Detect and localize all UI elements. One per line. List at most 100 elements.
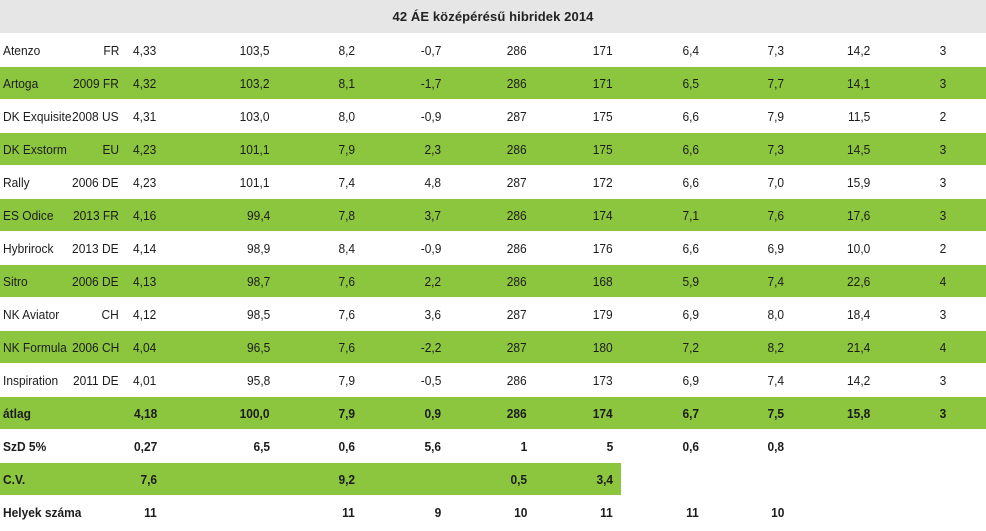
value-cell: 175 <box>593 108 613 124</box>
origin: 2013 FR <box>73 207 119 223</box>
value-cell: 10 <box>513 504 527 520</box>
value-cell: 7,9 <box>338 405 355 421</box>
value-cell: 0,5 <box>510 471 527 487</box>
origin: 2006 CH <box>71 339 119 355</box>
value-cell: 101,1 <box>240 141 270 157</box>
origin: 2013 DE <box>72 240 119 256</box>
value-cell: 14,2 <box>846 42 870 58</box>
value-cell: 101,1 <box>240 174 270 190</box>
value-cell: 3 <box>939 174 946 190</box>
value-cell: 6,9 <box>682 306 699 322</box>
value-cell: 176 <box>593 240 613 256</box>
value-cell: 7,6 <box>140 471 157 487</box>
summary-row: SzD 5% 0,27 6,5 0,6 5,6 1 5 0,6 0,8 <box>0 430 986 463</box>
summary-label: Helyek száma <box>3 504 82 520</box>
origin: 2009 FR <box>73 75 119 91</box>
value-cell: 6,9 <box>682 372 699 388</box>
value-cell: 287 <box>507 339 527 355</box>
table-row: Hybrirock 2013 DE 4,14 98,9 8,4 -0,9 286 176 6,6… <box>0 232 986 265</box>
value-cell: 99,4 <box>246 207 270 223</box>
value-cell: 7,9 <box>338 372 355 388</box>
origin: 2006 DE <box>72 174 119 190</box>
table-row: DK Exstorm EU 4,23 101,1 7,9 2,3 286 175 6,6 7,3 1… <box>0 133 986 166</box>
value-cell: 4,23 <box>132 174 156 190</box>
value-cell: 11 <box>144 504 157 520</box>
value-cell: 168 <box>593 273 613 289</box>
summary-row: átlag 4,18 100,0 7,9 0,9 286 174 6,7 7,5 15,8 3 <box>0 397 986 430</box>
value-cell: 0,9 <box>424 405 441 421</box>
value-cell: 3 <box>939 306 946 322</box>
value-cell: 175 <box>593 141 613 157</box>
value-cell: 3,7 <box>424 207 441 223</box>
value-cell: 4,23 <box>132 141 156 157</box>
value-cell: 7,9 <box>338 141 355 157</box>
value-cell: 4,12 <box>132 306 156 322</box>
value-cell: 7,3 <box>767 141 784 157</box>
table-row: ES Odice 2013 FR 4,16 99,4 7,8 3,7 286 174 7,1 7,… <box>0 199 986 232</box>
value-cell: 1 <box>520 438 527 454</box>
value-cell: 7,8 <box>338 207 355 223</box>
value-cell: 4,33 <box>132 42 156 58</box>
value-cell: 4,16 <box>132 207 156 223</box>
highlight-band <box>0 463 621 495</box>
value-cell: 287 <box>507 306 527 322</box>
value-cell: 2 <box>939 240 946 256</box>
value-cell: 4,01 <box>132 372 156 388</box>
value-cell: 172 <box>593 174 613 190</box>
value-cell: 4 <box>939 273 946 289</box>
value-cell: 10 <box>770 504 784 520</box>
value-cell: 9,2 <box>338 471 355 487</box>
summary-label: átlag <box>3 405 31 421</box>
value-cell: 4 <box>939 339 946 355</box>
value-cell: 3 <box>939 405 946 421</box>
value-cell: -0,5 <box>420 372 441 388</box>
value-cell: 7,4 <box>338 174 355 190</box>
origin: 2008 US <box>72 108 119 124</box>
value-cell: 14,1 <box>846 75 870 91</box>
value-cell: -0,9 <box>420 108 441 124</box>
table-row: Inspiration 2011 DE 4,01 95,8 7,9 -0,5 286 173 6… <box>0 364 986 397</box>
hybrid-name: Rally <box>3 174 30 190</box>
value-cell: 179 <box>593 306 613 322</box>
value-cell: 0,8 <box>767 438 784 454</box>
value-cell: 15,8 <box>846 405 870 421</box>
value-cell: 6,6 <box>682 240 699 256</box>
hybrid-name: Hybrirock <box>3 240 54 256</box>
value-cell: 7,5 <box>767 405 784 421</box>
value-cell: 21,4 <box>846 339 870 355</box>
value-cell: 4,04 <box>132 339 156 355</box>
value-cell: 14,5 <box>846 141 870 157</box>
value-cell: 8,2 <box>338 42 355 58</box>
value-cell: 287 <box>507 174 527 190</box>
value-cell: 6,6 <box>682 174 699 190</box>
value-cell: 171 <box>593 75 613 91</box>
value-cell: 286 <box>507 207 527 223</box>
table-row: Artoga 2009 FR 4,32 103,2 8,1 -1,7 286 171 6,5 7,… <box>0 67 986 100</box>
value-cell: 2 <box>939 108 946 124</box>
table-row: Rally 2006 DE 4,23 101,1 7,4 4,8 287 172 6,6 7,0 1… <box>0 166 986 199</box>
value-cell: 174 <box>593 405 613 421</box>
value-cell: 6,7 <box>682 405 699 421</box>
value-cell: 286 <box>507 141 527 157</box>
value-cell: 286 <box>507 75 527 91</box>
summary-label: C.V. <box>3 471 26 487</box>
value-cell: 171 <box>593 42 613 58</box>
hybrid-name: Inspiration <box>3 372 59 388</box>
value-cell: 10,0 <box>846 240 870 256</box>
origin: EU <box>102 141 119 157</box>
value-cell: -1,7 <box>420 75 441 91</box>
value-cell: 3 <box>939 141 946 157</box>
value-cell: 173 <box>593 372 613 388</box>
value-cell: 103,2 <box>240 75 270 91</box>
value-cell: 4,8 <box>424 174 441 190</box>
value-cell: 5 <box>606 438 613 454</box>
value-cell: 286 <box>507 372 527 388</box>
hybrid-name: NK Formula <box>3 339 67 355</box>
value-cell: 98,5 <box>246 306 270 322</box>
value-cell: 3 <box>939 372 946 388</box>
value-cell: 11 <box>342 504 355 520</box>
value-cell: 7,2 <box>682 339 699 355</box>
value-cell: 3 <box>939 207 946 223</box>
value-cell: 287 <box>507 108 527 124</box>
value-cell: -0,9 <box>420 240 441 256</box>
